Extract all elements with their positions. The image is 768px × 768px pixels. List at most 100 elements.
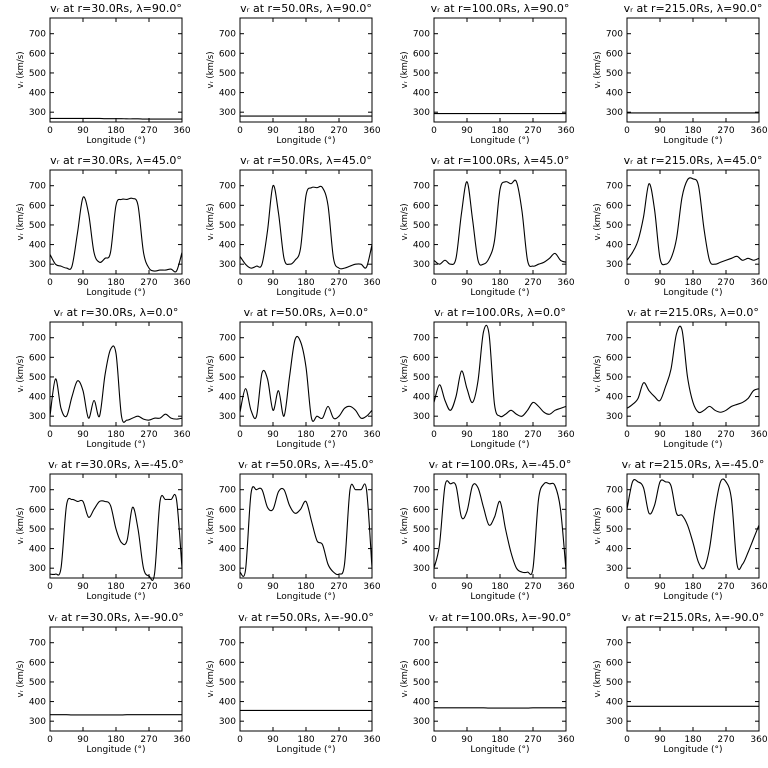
plot-frame [433, 473, 567, 579]
x-tick-label: 180 [297, 735, 314, 745]
x-tick-label: 270 [140, 582, 157, 592]
x-tick-label: 180 [297, 278, 314, 288]
x-axis-label: Longitude (°) [86, 288, 145, 298]
x-axis-label: Longitude (°) [663, 288, 722, 298]
y-tick-label: 700 [606, 30, 623, 40]
panel-title: vᵣ at r=50.0Rs, λ=45.0° [240, 154, 372, 167]
y-tick-label: 400 [29, 241, 46, 251]
plot-frame [239, 17, 373, 123]
panel-16: vᵣ at r=215.0Rs, λ=-45.0° 0 90 180 270 360 300… [593, 458, 768, 602]
y-tick-label: 400 [29, 89, 46, 99]
panel-title: vᵣ at r=100.0Rs, λ=-45.0° [429, 458, 572, 471]
y-tick-label: 400 [219, 545, 236, 555]
y-tick-label: 500 [219, 678, 236, 688]
plot-frame [433, 169, 567, 275]
panel-20: vᵣ at r=215.0Rs, λ=-90.0° 0 90 180 270 360 300… [593, 611, 768, 755]
series-line [49, 196, 183, 273]
y-axis-label: vᵣ (km/s) [206, 660, 216, 697]
panel-15: vᵣ at r=100.0Rs, λ=-45.0° 0 90 180 270 360 300… [400, 458, 575, 602]
x-tick-label: 0 [624, 126, 630, 136]
y-tick-label: 500 [219, 221, 236, 231]
x-tick-label: 360 [173, 582, 190, 592]
x-tick-label: 0 [47, 735, 53, 745]
y-tick-label: 600 [413, 201, 430, 211]
panel-19: vᵣ at r=100.0Rs, λ=-90.0° 0 90 180 270 360 300… [400, 611, 575, 755]
y-tick-label: 500 [29, 373, 46, 383]
y-tick-label: 700 [413, 486, 430, 496]
x-tick-label: 180 [107, 126, 124, 136]
y-tick-label: 400 [606, 545, 623, 555]
y-tick-label: 500 [29, 525, 46, 535]
x-tick-label: 360 [363, 126, 380, 136]
panel-title: vᵣ at r=100.0Rs, λ=0.0° [434, 306, 566, 319]
y-axis-label: vᵣ (km/s) [593, 660, 603, 697]
x-tick-label: 180 [491, 278, 508, 288]
y-tick-label: 500 [606, 373, 623, 383]
x-tick-label: 270 [330, 278, 347, 288]
x-tick-label: 0 [431, 278, 437, 288]
y-axis-label: vᵣ (km/s) [593, 355, 603, 392]
panel-title: vᵣ at r=215.0Rs, λ=-90.0° [622, 611, 765, 624]
x-tick-label: 360 [557, 126, 574, 136]
y-axis-label: vᵣ (km/s) [400, 355, 410, 392]
panel-title: vᵣ at r=30.0Rs, λ=-45.0° [48, 458, 184, 471]
panel-title: vᵣ at r=100.0Rs, λ=90.0° [431, 2, 570, 15]
series-line [433, 324, 567, 418]
y-tick-label: 700 [606, 334, 623, 344]
x-tick-label: 0 [47, 430, 53, 440]
x-tick-label: 270 [717, 735, 734, 745]
x-tick-label: 0 [624, 278, 630, 288]
y-tick-label: 300 [219, 260, 236, 270]
y-tick-label: 600 [29, 353, 46, 363]
x-tick-label: 360 [173, 278, 190, 288]
y-tick-label: 300 [413, 412, 430, 422]
panel-title: vᵣ at r=30.0Rs, λ=90.0° [50, 2, 182, 15]
panel-title: vᵣ at r=50.0Rs, λ=-45.0° [238, 458, 374, 471]
x-tick-label: 270 [140, 735, 157, 745]
y-tick-label: 500 [219, 525, 236, 535]
panel-title: vᵣ at r=30.0Rs, λ=45.0° [50, 154, 182, 167]
x-tick-label: 270 [717, 126, 734, 136]
panel-title: vᵣ at r=215.0Rs, λ=0.0° [627, 306, 759, 319]
x-tick-label: 270 [524, 126, 541, 136]
y-tick-label: 300 [29, 108, 46, 118]
x-tick-label: 270 [140, 126, 157, 136]
x-tick-label: 0 [47, 126, 53, 136]
y-tick-label: 400 [29, 393, 46, 403]
x-tick-label: 270 [330, 430, 347, 440]
x-tick-label: 90 [461, 735, 473, 745]
x-tick-label: 360 [557, 278, 574, 288]
panel-11: vᵣ at r=100.0Rs, λ=0.0° 0 90 180 270 360 300 40… [400, 306, 575, 450]
x-axis-label: Longitude (°) [276, 288, 335, 298]
y-tick-label: 400 [219, 698, 236, 708]
y-tick-label: 500 [413, 373, 430, 383]
plot-frame [626, 321, 760, 427]
x-tick-label: 0 [431, 126, 437, 136]
x-axis-label: Longitude (°) [470, 440, 529, 450]
panel-14: vᵣ at r=50.0Rs, λ=-45.0° 0 90 180 270 360 300 4… [206, 458, 381, 602]
plot-frame [239, 321, 373, 427]
x-tick-label: 270 [330, 582, 347, 592]
y-tick-label: 300 [413, 564, 430, 574]
y-tick-label: 300 [413, 717, 430, 727]
y-tick-label: 400 [606, 89, 623, 99]
y-tick-label: 600 [413, 658, 430, 668]
y-tick-label: 500 [606, 221, 623, 231]
y-tick-label: 500 [606, 69, 623, 79]
x-tick-label: 180 [107, 582, 124, 592]
y-tick-label: 700 [29, 30, 46, 40]
x-tick-label: 0 [237, 430, 243, 440]
x-tick-label: 360 [173, 430, 190, 440]
x-axis-label: Longitude (°) [663, 136, 722, 146]
y-tick-label: 500 [606, 525, 623, 535]
y-tick-label: 600 [219, 49, 236, 59]
x-tick-label: 270 [330, 735, 347, 745]
x-tick-label: 90 [77, 430, 89, 440]
y-tick-label: 400 [606, 698, 623, 708]
y-axis-label: vᵣ (km/s) [16, 507, 26, 544]
y-axis-label: vᵣ (km/s) [206, 355, 216, 392]
x-axis-label: Longitude (°) [663, 440, 722, 450]
y-tick-label: 300 [29, 412, 46, 422]
x-axis-label: Longitude (°) [470, 136, 529, 146]
y-tick-label: 500 [29, 221, 46, 231]
